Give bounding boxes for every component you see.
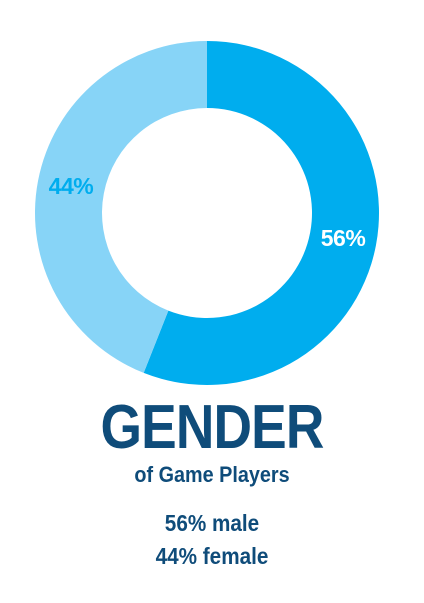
slice-label-1: 44%	[49, 173, 94, 199]
chart-subtitle: of Game Players	[134, 462, 290, 487]
chart-title: GENDER	[100, 393, 325, 462]
donut-chart: 56% 44%	[34, 41, 379, 385]
donut-slice-1	[34, 41, 207, 373]
stat-female: 44% female	[155, 543, 269, 569]
slice-label-0: 56%	[321, 225, 366, 251]
donut-slice-0	[143, 41, 379, 385]
stat-male: 56% male	[164, 510, 260, 536]
